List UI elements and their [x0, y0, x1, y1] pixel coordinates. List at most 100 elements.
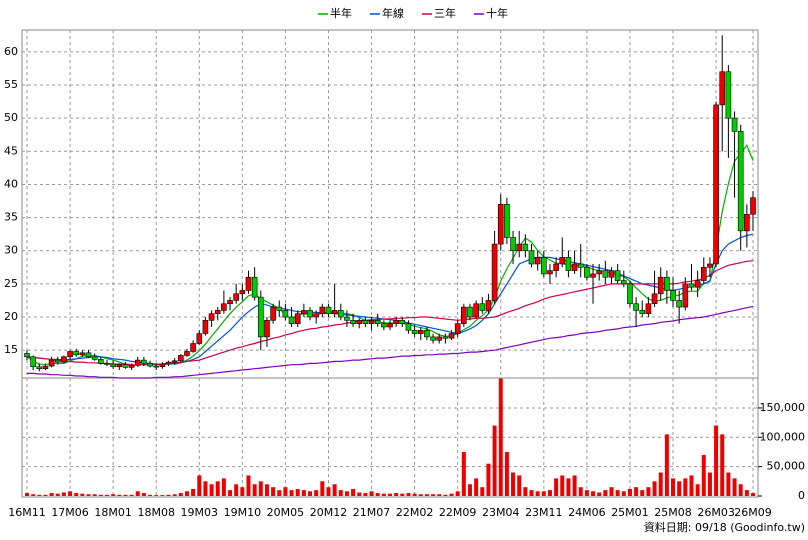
volume-bar	[363, 493, 368, 496]
volume-bar	[344, 491, 349, 496]
candle-body	[399, 320, 406, 324]
y-tick-label: 60	[4, 45, 18, 58]
candle-body	[387, 323, 393, 328]
volume-bar	[726, 472, 731, 496]
legend-label: 三年	[434, 6, 456, 20]
candle-body	[294, 313, 301, 324]
volume-bar	[203, 481, 208, 496]
candle-body	[657, 276, 664, 295]
y-tick-label: 30	[4, 244, 18, 257]
volume-bar	[289, 490, 294, 496]
volume-bar	[541, 491, 546, 496]
candle-body	[91, 356, 98, 360]
y-tick-label: 45	[4, 144, 18, 157]
volume-bar	[437, 494, 442, 496]
volume-bar	[314, 490, 319, 496]
volume-bar	[658, 472, 663, 496]
candle-body	[331, 310, 338, 315]
volume-bar	[184, 491, 189, 496]
x-tick-label: 23M04	[482, 506, 520, 519]
candle-body	[700, 267, 707, 281]
candle-body	[202, 320, 209, 334]
x-tick-label: 25M08	[654, 506, 692, 519]
candle-body	[178, 355, 184, 362]
x-tick-label: 26M09	[734, 506, 772, 519]
candle-body	[282, 310, 289, 318]
candle-body	[239, 290, 246, 295]
volume-bar	[412, 493, 417, 496]
candle-body	[227, 300, 233, 305]
candle-body	[682, 283, 689, 308]
candle-body	[24, 353, 30, 358]
volume-bar	[751, 493, 755, 496]
volume-bar	[480, 487, 485, 496]
volume-bar	[160, 495, 165, 496]
candle-body	[417, 329, 424, 334]
candle-body	[744, 213, 750, 232]
candle-body	[301, 310, 307, 315]
volume-bar	[191, 488, 196, 496]
candle-body	[713, 104, 719, 265]
candle-body	[104, 363, 110, 365]
candle-body	[707, 263, 713, 268]
candle-body	[184, 351, 190, 356]
candle-body	[276, 306, 283, 311]
volume-bar	[695, 484, 700, 496]
volume-bar	[504, 451, 509, 496]
volume-bar	[701, 454, 706, 496]
volume-bar	[609, 487, 614, 496]
x-tick-label: 21M07	[353, 506, 391, 519]
volume-bar	[135, 491, 140, 496]
candle-body	[42, 365, 49, 370]
candle-body	[485, 300, 492, 311]
volume-bar	[566, 478, 571, 496]
candle-body	[159, 363, 166, 368]
candle-body	[510, 237, 516, 252]
candle-body	[479, 303, 486, 311]
volume-bar	[357, 492, 362, 496]
x-tick-label: 25M01	[611, 506, 649, 519]
y-tick-label: 15	[4, 343, 18, 356]
candle-body	[165, 361, 172, 365]
volume-bar	[264, 484, 269, 496]
candle-body	[374, 320, 381, 324]
volume-bar	[646, 487, 651, 496]
candle-body	[670, 290, 676, 301]
volume-bar	[474, 478, 479, 496]
volume-bar	[209, 484, 214, 496]
volume-bar	[664, 434, 669, 496]
volume-bar	[141, 493, 146, 496]
volume-bar	[652, 481, 657, 496]
volume-bar	[621, 491, 626, 496]
volume-bar	[104, 494, 109, 496]
ma-line	[27, 305, 754, 379]
volume-bar	[326, 487, 331, 496]
candle-body	[454, 323, 461, 334]
candle-body	[584, 267, 590, 278]
candle-body	[350, 320, 356, 324]
volume-bar	[547, 490, 552, 496]
volume-bar	[677, 481, 682, 496]
volume-bar	[535, 491, 540, 496]
volume-bar	[37, 494, 42, 496]
volume-bar	[80, 493, 85, 496]
volume-bar	[43, 494, 48, 496]
volume-bar	[707, 472, 712, 496]
volume-bar	[295, 488, 300, 496]
candle-body	[85, 352, 92, 358]
volume-bar	[517, 475, 522, 496]
candle-body	[405, 323, 412, 331]
volume-bar	[720, 434, 725, 496]
candle-body	[221, 303, 227, 311]
candle-body	[664, 276, 670, 291]
volume-bar	[511, 472, 516, 496]
volume-bar	[86, 494, 91, 496]
x-tick-label: 20M12	[310, 506, 348, 519]
x-tick-label: 17M06	[51, 506, 89, 519]
candle-body	[122, 364, 129, 368]
volume-bar	[221, 478, 226, 496]
y-tick-label: 25	[4, 277, 18, 290]
volume-bar	[129, 494, 134, 496]
candle-body	[79, 352, 86, 356]
volume-bar	[123, 494, 128, 496]
